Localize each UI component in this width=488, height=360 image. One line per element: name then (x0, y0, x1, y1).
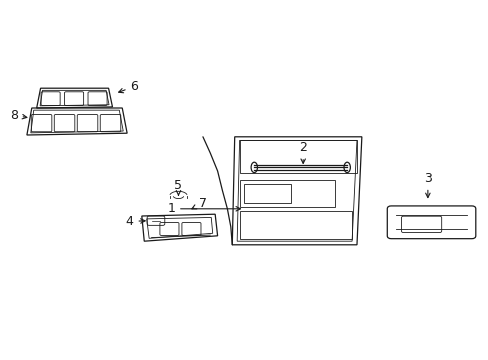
Text: 6: 6 (119, 80, 138, 93)
Text: 3: 3 (423, 172, 431, 198)
Text: 5: 5 (174, 179, 182, 195)
Text: 2: 2 (299, 141, 306, 163)
Text: 1: 1 (167, 202, 240, 215)
Text: 4: 4 (125, 215, 145, 228)
Text: 8: 8 (10, 109, 27, 122)
Text: 7: 7 (191, 197, 206, 210)
